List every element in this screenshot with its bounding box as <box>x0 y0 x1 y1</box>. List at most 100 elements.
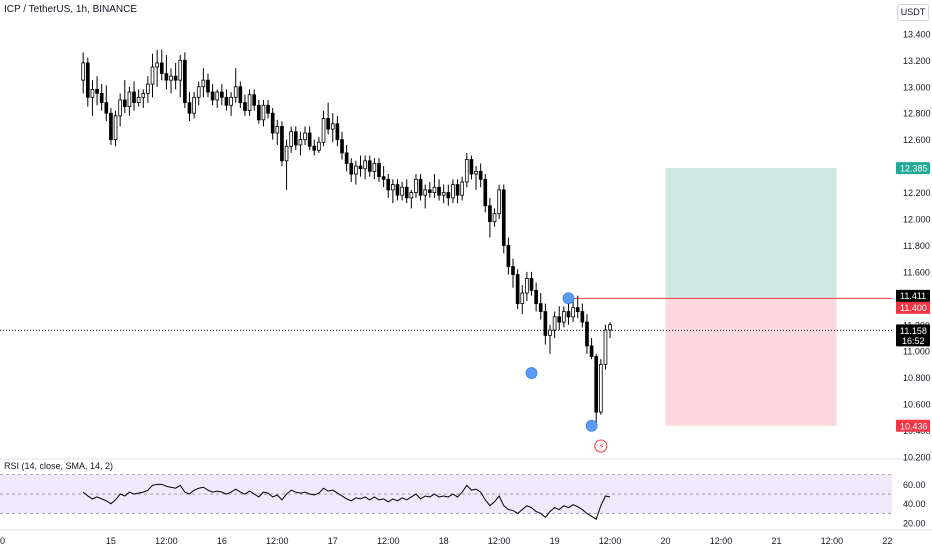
candle-body <box>562 311 566 323</box>
candle-body <box>326 118 330 130</box>
candle-body <box>354 165 358 175</box>
last-price-badge: 11.158 <box>900 326 927 336</box>
candle-body <box>529 278 534 291</box>
candle-body <box>187 102 192 114</box>
price-tick-label: 11.000 <box>903 347 930 357</box>
candle-body <box>608 324 612 331</box>
candle-body <box>85 62 90 98</box>
time-tick-label: 12:00 <box>155 536 178 546</box>
rsi-tick-label: 60.00 <box>903 480 926 490</box>
candle-body <box>317 141 321 151</box>
candle-body <box>127 91 132 107</box>
time-tick-label: 21 <box>771 536 781 546</box>
candle-body <box>538 303 543 312</box>
candle-body <box>400 186 404 196</box>
candle-body <box>386 178 391 191</box>
candle-body <box>178 59 183 81</box>
candle-body <box>497 189 501 215</box>
high-price-badge-bg <box>896 289 930 302</box>
candle-body <box>603 329 608 365</box>
candle-body <box>141 92 146 98</box>
candle-body <box>455 184 460 196</box>
candle-body <box>451 184 455 199</box>
candle-body <box>220 91 224 98</box>
candle-body <box>506 245 511 267</box>
candle-body <box>109 112 113 141</box>
candle-body <box>201 79 206 88</box>
time-tick-label: 12:00 <box>599 536 622 546</box>
candle-body <box>335 123 340 141</box>
alert-icon: ⚡ <box>598 442 604 452</box>
candle-body <box>432 186 437 193</box>
candle-body <box>363 160 367 170</box>
time-tick-label: 00 <box>0 536 5 546</box>
candle-body <box>118 99 122 117</box>
candle-body <box>104 102 109 114</box>
pivot-marker <box>585 419 598 432</box>
price-tick-label: 12.000 <box>903 214 931 224</box>
candle-body <box>344 152 349 164</box>
time-tick-label: 18 <box>439 536 449 546</box>
time-tick-label: 16 <box>217 536 227 546</box>
candle-body <box>280 126 284 162</box>
candle-body <box>298 139 303 146</box>
pivot-marker <box>562 292 575 305</box>
time-tick-label: 22 <box>882 536 892 546</box>
price-tick-label: 13.200 <box>903 56 931 66</box>
candle-body <box>215 91 220 101</box>
candle-body <box>146 83 150 94</box>
candle-body <box>192 96 196 114</box>
price-tick-label: 10.200 <box>903 453 931 463</box>
candle-body <box>169 75 173 81</box>
rsi-tick-label: 20.00 <box>903 519 926 529</box>
candle-body <box>349 163 354 175</box>
candle-body <box>164 73 169 81</box>
candle-body <box>330 123 335 130</box>
candle-body <box>525 278 529 294</box>
candle-body <box>575 307 580 312</box>
candle-body <box>423 189 428 196</box>
candle-body <box>307 132 312 147</box>
candle-body <box>122 99 127 107</box>
candle-body <box>552 316 557 331</box>
candle-body <box>206 79 210 93</box>
last-price-badge-bg <box>896 324 930 347</box>
candle-body <box>321 118 326 143</box>
price-tick-label: 12.600 <box>903 135 931 145</box>
price-tick-label: 11.600 <box>903 267 930 277</box>
candle-body <box>266 104 270 114</box>
entry-price-badge: 11.400 <box>900 303 927 313</box>
candle-body <box>252 94 257 106</box>
price-tick-label: 13.400 <box>903 29 931 39</box>
sl-price-badge-bg <box>896 419 930 432</box>
candle-body <box>566 311 571 318</box>
candle-body <box>557 316 562 323</box>
candle-body <box>340 139 344 154</box>
candle-body <box>543 311 548 336</box>
candle-body <box>427 189 432 193</box>
candle-body <box>196 86 201 98</box>
candle-body <box>303 132 307 141</box>
candle-body <box>441 192 446 196</box>
time-tick-label: 19 <box>550 536 560 546</box>
time-tick-label: 12:00 <box>488 536 511 546</box>
price-tick-label: 12.800 <box>903 109 931 119</box>
candle-body <box>548 329 552 336</box>
candle-body <box>81 62 86 81</box>
candle-body <box>585 321 589 347</box>
candle-body <box>469 159 474 175</box>
candle-body <box>571 307 575 318</box>
time-tick-label: 12:00 <box>266 536 289 546</box>
alert-icon <box>594 439 608 453</box>
candle-body <box>478 170 483 180</box>
candle-body <box>414 178 418 193</box>
candle-body <box>580 311 585 323</box>
price-tick-label: 11.800 <box>903 241 930 251</box>
currency-button[interactable]: USDT <box>897 4 929 21</box>
candle-body <box>437 186 441 196</box>
candle-body <box>247 94 252 111</box>
symbol-title[interactable]: ICP / TetherUS, 1h, BINANCE <box>4 4 138 15</box>
last-price-badge-countdown: 16:52 <box>902 336 925 346</box>
rsi-tick-label: 40.00 <box>903 499 926 509</box>
